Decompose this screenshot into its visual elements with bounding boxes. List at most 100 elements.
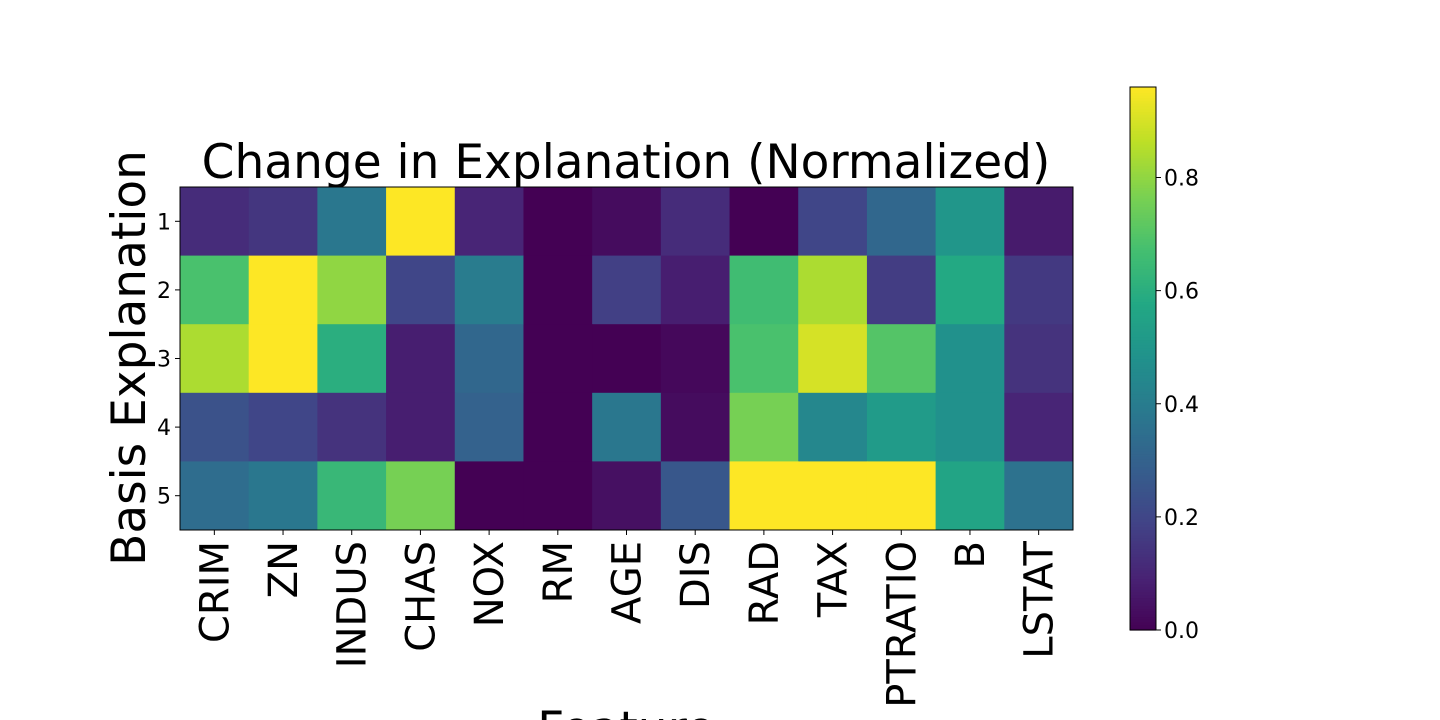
- colorbar-segment: [1130, 572, 1156, 577]
- heatmap-cell: [866, 187, 937, 257]
- y-axis-label: Basis Explanation: [102, 150, 157, 566]
- colorbar-segment: [1130, 461, 1156, 465]
- colorbar-segment: [1130, 366, 1156, 370]
- heatmap-cell: [180, 255, 250, 325]
- chart-title: Change in Explanation (Normalized): [202, 135, 1051, 190]
- colorbar-segment: [1130, 146, 1156, 151]
- colorbar-segment: [1130, 586, 1156, 590]
- heatmap-cell: [454, 255, 524, 325]
- heatmap-cell: [180, 461, 250, 531]
- heatmap-cell: [523, 392, 593, 462]
- colorbar-segment: [1130, 244, 1156, 248]
- colorbar-segment: [1130, 195, 1156, 199]
- x-tick-label: ZN: [261, 541, 307, 598]
- heatmap-cell: [317, 255, 387, 325]
- heatmap-cell: [866, 255, 937, 325]
- colorbar-segment: [1130, 602, 1156, 607]
- colorbar-segment: [1130, 567, 1156, 571]
- colorbar-segment: [1130, 87, 1156, 91]
- colorbar-segment: [1130, 624, 1156, 628]
- colorbar-segment: [1130, 518, 1156, 522]
- colorbar-segment: [1130, 608, 1156, 612]
- x-tick-label: RM: [536, 541, 582, 603]
- colorbar-segment: [1130, 594, 1156, 599]
- heatmap-cell: [454, 392, 524, 462]
- colorbar-segment: [1130, 583, 1156, 588]
- heatmap-cell: [935, 324, 1005, 394]
- colorbar-segment: [1130, 260, 1156, 265]
- colorbar-segment: [1130, 480, 1156, 484]
- heatmap-cell: [592, 187, 662, 257]
- colorbar-segment: [1130, 559, 1156, 563]
- colorbar-segment: [1130, 198, 1156, 202]
- colorbar-segment: [1130, 494, 1156, 498]
- colorbar-segment: [1130, 434, 1156, 438]
- colorbar-segment: [1130, 122, 1156, 126]
- heatmap-cell: [454, 187, 524, 257]
- colorbar-segment: [1130, 619, 1156, 623]
- colorbar-segment: [1130, 222, 1156, 227]
- colorbar-segment: [1130, 127, 1156, 132]
- colorbar-segment: [1130, 499, 1156, 503]
- colorbar-segment: [1130, 306, 1156, 311]
- colorbar-segment: [1130, 111, 1156, 115]
- colorbar-segment: [1130, 442, 1156, 446]
- colorbar-segment: [1130, 410, 1156, 414]
- colorbar-segment: [1130, 415, 1156, 419]
- colorbar-segment: [1130, 304, 1156, 308]
- colorbar-segment: [1130, 285, 1156, 289]
- colorbar-segment: [1130, 225, 1156, 229]
- colorbar-segment: [1130, 543, 1156, 547]
- heatmap-cell: [729, 461, 799, 531]
- colorbar-segment: [1130, 103, 1156, 107]
- colorbar-segment: [1130, 201, 1156, 205]
- x-tick-label: TAX: [811, 541, 857, 618]
- heatmap-cell: [592, 255, 662, 325]
- colorbar-segment: [1130, 450, 1156, 455]
- colorbar-segment: [1130, 399, 1156, 403]
- colorbar-segment: [1130, 589, 1156, 593]
- heatmap-cell: [798, 187, 868, 257]
- colorbar-segment: [1130, 534, 1156, 539]
- colorbar-segment: [1130, 358, 1156, 362]
- heatmap-cell: [935, 255, 1005, 325]
- colorbar-segment: [1130, 241, 1156, 246]
- colorbar-segment: [1130, 355, 1156, 360]
- heatmap-cell: [592, 324, 662, 394]
- colorbar-segment: [1130, 323, 1156, 327]
- colorbar-segment: [1130, 456, 1156, 460]
- x-axis-label: Feature: [537, 702, 715, 720]
- colorbar-segment: [1130, 328, 1156, 332]
- colorbar-segment: [1130, 472, 1156, 476]
- colorbar-segment: [1130, 298, 1156, 303]
- colorbar-segment: [1130, 165, 1156, 170]
- colorbar-segment: [1130, 420, 1156, 425]
- colorbar-segment: [1130, 575, 1156, 580]
- heatmap-cell: [386, 255, 456, 325]
- colorbar-segment: [1130, 350, 1156, 354]
- colorbar-segment: [1130, 301, 1156, 305]
- colorbar-segment: [1130, 537, 1156, 542]
- heatmap-cell: [729, 255, 799, 325]
- colorbar-tick-label: 0.4: [1164, 393, 1199, 418]
- colorbar-segment: [1130, 282, 1156, 286]
- heatmap-cell: [729, 392, 799, 462]
- colorbar-segment: [1130, 263, 1156, 267]
- colorbar-segment: [1130, 486, 1156, 490]
- y-tick-label: 1: [157, 210, 171, 235]
- colorbar-segment: [1130, 507, 1156, 512]
- colorbar-segment: [1130, 255, 1156, 259]
- colorbar-segment: [1130, 214, 1156, 218]
- colorbar-segment: [1130, 190, 1156, 194]
- colorbar-segment: [1130, 382, 1156, 387]
- colorbar-segment: [1130, 496, 1156, 501]
- colorbar-segment: [1130, 488, 1156, 493]
- colorbar-segment: [1130, 287, 1156, 292]
- colorbar-segment: [1130, 553, 1156, 558]
- colorbar-segment: [1130, 469, 1156, 474]
- colorbar-segment: [1130, 108, 1156, 113]
- colorbar-segment: [1130, 551, 1156, 555]
- x-tick-label: LSTAT: [1017, 540, 1063, 658]
- colorbar-segment: [1130, 515, 1156, 520]
